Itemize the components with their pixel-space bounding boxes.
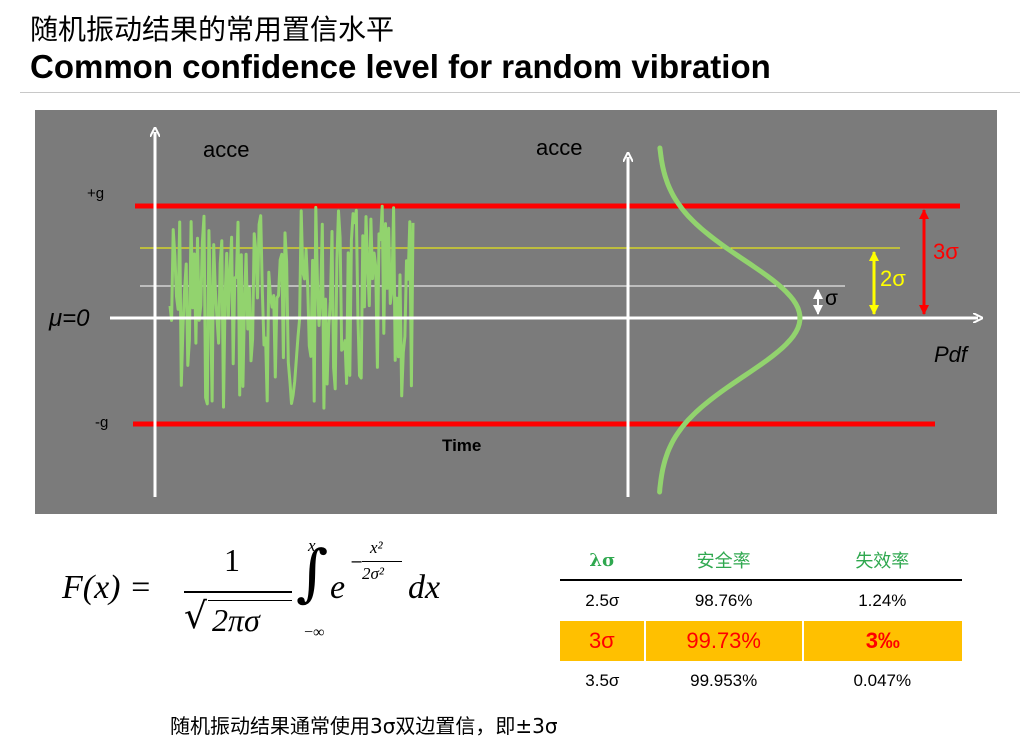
cell-safety: 99.73%	[643, 621, 803, 661]
formula-numerator: 1	[224, 542, 240, 578]
mu-zero-label: μ=0	[49, 305, 90, 332]
sqrt-symbol: √	[184, 596, 207, 637]
pdf-label: Pdf	[934, 342, 968, 367]
sqrt-bar	[208, 600, 292, 601]
exp-numerator: x²	[370, 538, 383, 557]
right-axis-label: acce	[536, 135, 583, 160]
cell-sigma: 3.5σ	[585, 671, 620, 690]
cell-sigma: 2.5σ	[585, 591, 620, 610]
table-header-row: λσ 安全率 失效率	[560, 541, 962, 581]
pdf-curve	[657, 145, 803, 495]
table-row: 3.5σ 99.953% 0.047%	[560, 661, 962, 701]
title-chinese: 随机振动结果的常用置信水平	[30, 13, 395, 46]
footer-note: 随机振动结果通常使用3σ双边置信，即±3σ	[170, 714, 558, 738]
confidence-table: λσ 安全率 失效率 2.5σ 98.76% 1.24% 3σ 99.73% 3…	[560, 541, 962, 701]
normal-cdf-formula: F(x) = 1 √ 2πσ x ∫ −∞ e − x² 2σ² dx	[62, 536, 462, 646]
formula-differential: dx	[408, 569, 441, 606]
cell-failure: 0.047%	[853, 671, 912, 690]
table-row: 2.5σ 98.76% 1.24%	[560, 580, 962, 621]
cell-failure: 3‰	[801, 621, 962, 661]
header-lambda-sigma: λσ	[560, 541, 645, 581]
exp-base: e	[330, 569, 346, 606]
table-row-highlighted: 3σ 99.73% 3‰	[560, 621, 962, 661]
plus-g-label: +g	[87, 185, 105, 202]
left-axis-label: acce	[203, 137, 250, 162]
sigma-1-label: σ	[825, 287, 838, 310]
vibration-diagram-panel: acce acce +g -g μ=0 Time Pdf σ 2σ 3σ	[35, 110, 997, 514]
integral-upper-limit: x	[308, 536, 316, 555]
random-vibration-signal	[168, 204, 415, 410]
exp-fraction-bar	[362, 561, 402, 562]
title-divider	[20, 92, 1020, 93]
exp-minus-sign: −	[350, 552, 364, 571]
cell-failure: 1.24%	[858, 591, 907, 610]
formula-denominator: 2πσ	[212, 602, 260, 638]
integral-lower-limit: −∞	[304, 624, 325, 641]
title-english: Common confidence level for random vibra…	[30, 48, 771, 85]
sigma-3-label: 3σ	[933, 239, 959, 264]
cell-sigma: 3σ	[560, 621, 645, 661]
vibration-diagram	[110, 110, 997, 497]
sigma-2-label: 2σ	[880, 266, 906, 291]
header-safety-rate: 安全率	[644, 541, 803, 581]
header-failure-rate: 失效率	[802, 541, 962, 581]
cell-safety: 99.953%	[690, 671, 758, 690]
integral-symbol: ∫	[296, 536, 329, 609]
time-label: Time	[442, 436, 482, 455]
formula-lhs: F(x) =	[62, 569, 152, 606]
exp-denominator: 2σ²	[362, 564, 384, 583]
fraction-bar	[184, 591, 292, 593]
cell-safety: 98.76%	[694, 591, 753, 610]
minus-g-label: -g	[95, 414, 109, 431]
